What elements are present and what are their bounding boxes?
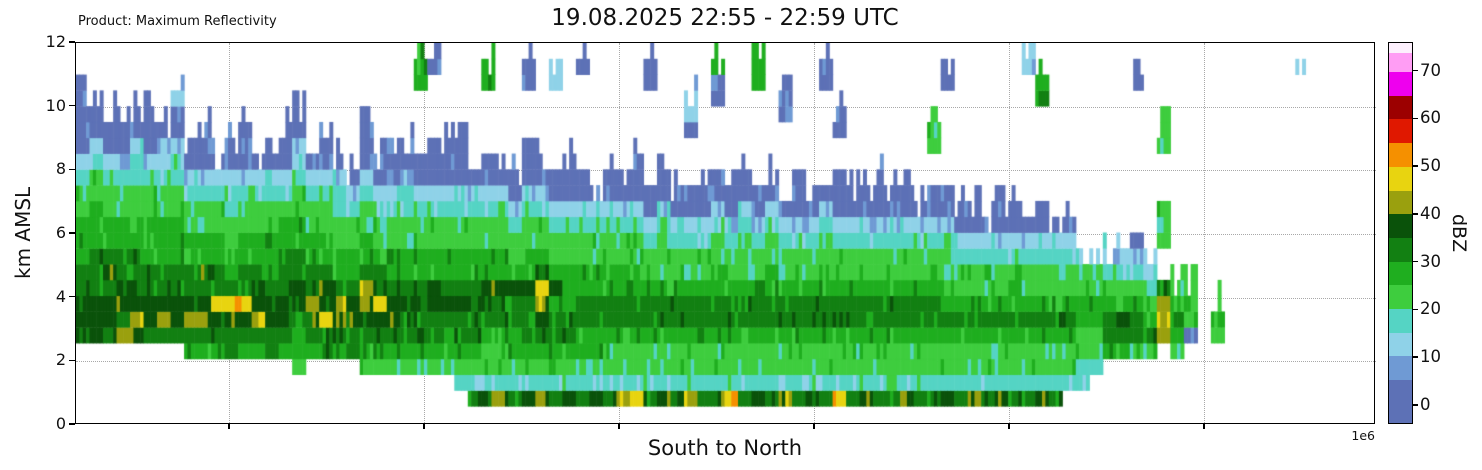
axis-offset-text: 1e6 bbox=[1351, 428, 1375, 443]
colorbar-tick-mark bbox=[1413, 308, 1418, 311]
colorbar-segment bbox=[1389, 261, 1412, 286]
colorbar-segment bbox=[1389, 142, 1412, 167]
plot-area bbox=[75, 42, 1376, 425]
y-tick-label: 4 bbox=[55, 286, 66, 306]
colorbar-segment bbox=[1389, 284, 1412, 310]
colorbar-segment bbox=[1389, 356, 1412, 381]
colorbar-segment bbox=[1389, 237, 1412, 262]
colorbar-segment bbox=[1389, 43, 1412, 53]
y-tick-mark bbox=[69, 423, 75, 425]
colorbar-tick-mark bbox=[1413, 165, 1418, 167]
y-tick-label: 12 bbox=[45, 32, 66, 51]
colorbar-segment bbox=[1389, 332, 1412, 357]
colorbar-tick-label: 60 bbox=[1420, 108, 1441, 128]
colorbar-segment bbox=[1389, 95, 1412, 120]
colorbar-tick-label: 70 bbox=[1420, 60, 1441, 80]
x-tick-mark bbox=[1203, 424, 1205, 429]
colorbar-segment bbox=[1389, 71, 1412, 96]
colorbar-tick-label: 0 bbox=[1420, 394, 1431, 414]
colorbar-tick-label: 40 bbox=[1420, 203, 1441, 223]
y-tick-label: 2 bbox=[55, 350, 66, 370]
colorbar-tick-mark bbox=[1413, 404, 1418, 406]
x-tick-mark bbox=[618, 424, 620, 429]
y-tick-mark bbox=[69, 168, 75, 171]
colorbar-tick-mark bbox=[1413, 260, 1418, 263]
chart-title: 19.08.2025 22:55 - 22:59 UTC bbox=[551, 5, 899, 31]
colorbar-tick-mark bbox=[1413, 356, 1418, 358]
colorbar-unit-label: dBZ bbox=[1448, 213, 1470, 253]
reflectivity-field-canvas bbox=[76, 43, 1373, 422]
colorbar-tick-label: 10 bbox=[1420, 347, 1441, 367]
colorbar-tick-label: 20 bbox=[1420, 299, 1441, 319]
colorbar-segment bbox=[1389, 308, 1412, 333]
x-tick-mark bbox=[423, 424, 425, 429]
colorbar-tick-label: 50 bbox=[1420, 156, 1441, 176]
y-tick-label: 10 bbox=[45, 95, 66, 115]
y-tick-label: 6 bbox=[55, 223, 66, 242]
y-tick-mark bbox=[69, 41, 75, 43]
y-tick-label: 0 bbox=[55, 414, 66, 433]
y-tick-mark bbox=[69, 359, 75, 362]
colorbar-tick-mark bbox=[1413, 117, 1418, 120]
colorbar-tick-label: 30 bbox=[1420, 251, 1441, 271]
colorbar-segment bbox=[1389, 190, 1412, 215]
colorbar-tick-mark bbox=[1413, 69, 1418, 72]
colorbar-segment bbox=[1389, 52, 1412, 72]
y-tick-mark bbox=[69, 232, 75, 234]
colorbar bbox=[1388, 42, 1413, 424]
colorbar-segment bbox=[1389, 213, 1412, 238]
x-axis-label: South to North bbox=[647, 436, 803, 460]
colorbar-tick-mark bbox=[1413, 213, 1418, 215]
colorbar-segment bbox=[1389, 118, 1412, 144]
colorbar-segment bbox=[1389, 166, 1412, 191]
y-tick-mark bbox=[69, 104, 75, 107]
y-tick-label: 8 bbox=[55, 159, 66, 179]
colorbar-segment bbox=[1389, 379, 1412, 423]
product-label: Product: Maximum Reflectivity bbox=[78, 14, 277, 29]
x-tick-mark bbox=[228, 424, 230, 429]
y-tick-mark bbox=[69, 295, 75, 298]
x-tick-mark bbox=[813, 424, 815, 429]
x-tick-mark bbox=[1008, 424, 1010, 429]
